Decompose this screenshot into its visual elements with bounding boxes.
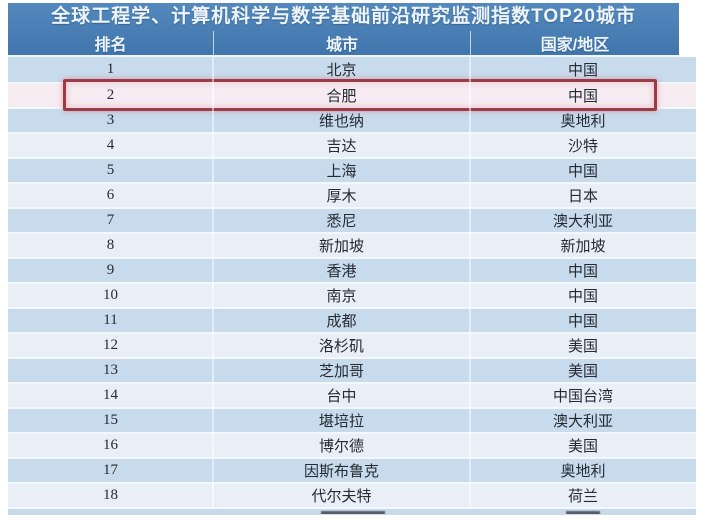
cell-country: 中国: [567, 164, 598, 180]
table-row: 7 悉尼 澳大利亚: [8, 207, 696, 232]
cell-city: 合肥: [326, 89, 357, 105]
cell-rank: 6: [106, 187, 115, 203]
cell-country: 日本: [567, 189, 598, 205]
column-header-row: 排名 城市 国家/地区: [8, 30, 679, 57]
cell-city: 新加坡: [318, 239, 364, 255]
cell-country: 奥地利: [560, 464, 606, 480]
cell-country: 美国: [567, 339, 598, 355]
table-row: 11 成都 中国: [8, 307, 696, 332]
cell-rank: 4: [106, 137, 115, 153]
cell-city: 博尔德: [318, 439, 364, 455]
cell-rank: 8: [106, 237, 115, 253]
cell-country: 中国: [567, 89, 598, 105]
table-row: 1 北京 中国: [8, 57, 696, 82]
cell-city: 南京: [326, 289, 357, 305]
cell-rank: 12: [103, 337, 118, 353]
cell-rank: 5: [106, 162, 115, 178]
table-row: 15 堪培拉 澳大利亚: [8, 407, 696, 432]
cell-city: 芝加哥: [318, 364, 364, 380]
cell-country: 澳大利亚: [552, 414, 613, 430]
table-row: 18 代尔夫特 荷兰: [8, 482, 696, 507]
cell-city: 厚木: [326, 189, 357, 205]
clipped-text-sliver: [566, 511, 600, 514]
cell-rank: 14: [103, 387, 118, 403]
column-header-country: 国家/地区: [470, 30, 679, 55]
cell-city: 台中: [326, 389, 357, 405]
table-row: 9 香港 中国: [8, 257, 696, 282]
cell-city: 洛杉矶: [318, 339, 364, 355]
cell-city: 北京: [326, 63, 357, 79]
cell-rank: 2: [106, 87, 115, 103]
table-row: 13 芝加哥 美国: [8, 357, 696, 382]
clipped-text-sliver: [321, 511, 385, 514]
cell-country: 中国台湾: [552, 389, 613, 405]
cell-city: 悉尼: [326, 214, 357, 230]
cell-rank: 3: [106, 112, 115, 128]
table-row: 6 厚木 日本: [8, 182, 696, 207]
table-row: 2 合肥 中国: [8, 82, 696, 107]
table-title: 全球工程学、计算机科学与数学基础前沿研究监测指数TOP20城市: [51, 6, 636, 27]
cell-country: 荷兰: [567, 489, 598, 505]
cell-country: 中国: [567, 63, 598, 79]
column-header-city: 城市: [213, 30, 470, 55]
table-body: 1 北京 中国 2 合肥 中国 3 维也纳 奥地利 4 吉达 沙特 5 上海 中国 6 厚木 日本 7 悉尼 澳大利亚 8…: [8, 57, 696, 507]
table-row: 10 南京 中国: [8, 282, 696, 307]
cell-rank: 16: [103, 437, 118, 453]
cell-rank: 9: [106, 262, 115, 278]
cell-rank: 10: [103, 287, 118, 303]
cell-city: 维也纳: [318, 114, 364, 130]
cell-country: 中国: [567, 289, 598, 305]
cell-country: 奥地利: [560, 114, 606, 130]
cell-rank: 11: [103, 312, 118, 328]
cell-rank: 13: [103, 362, 118, 378]
cell-city: 成都: [326, 314, 357, 330]
table-row: 8 新加坡 新加坡: [8, 232, 696, 257]
cell-city: 香港: [326, 264, 357, 280]
cell-city: 代尔夫特: [311, 489, 372, 505]
cell-country: 澳大利亚: [552, 214, 613, 230]
table-header: 全球工程学、计算机科学与数学基础前沿研究监测指数TOP20城市 排名 城市 国家…: [8, 3, 679, 57]
column-header-rank: 排名: [94, 36, 127, 54]
cell-city: 上海: [326, 164, 357, 180]
table-row: 4 吉达 沙特: [8, 132, 696, 157]
table-row: 14 台中 中国台湾: [8, 382, 696, 407]
cell-country: 新加坡: [560, 239, 606, 255]
partial-clipped-row: [8, 507, 696, 515]
cell-country: 中国: [567, 314, 598, 330]
cell-rank: 7: [106, 212, 115, 228]
table-row: 12 洛杉矶 美国: [8, 332, 696, 357]
table-row: 17 因斯布鲁克 奥地利: [8, 457, 696, 482]
cell-country: 中国: [567, 264, 598, 280]
cell-country: 沙特: [567, 139, 598, 155]
table-row: 3 维也纳 奥地利: [8, 107, 696, 132]
table-row: 5 上海 中国: [8, 157, 696, 182]
cell-rank: 18: [103, 487, 118, 503]
cell-city: 堪培拉: [318, 414, 364, 430]
cell-rank: 15: [103, 412, 118, 428]
cell-city: 吉达: [326, 139, 357, 155]
cell-country: 美国: [567, 364, 598, 380]
cell-rank: 17: [103, 462, 118, 478]
cell-city: 因斯布鲁克: [303, 464, 379, 480]
cell-country: 美国: [567, 439, 598, 455]
cell-rank: 1: [106, 61, 115, 77]
ranking-table: 全球工程学、计算机科学与数学基础前沿研究监测指数TOP20城市 排名 城市 国家…: [8, 3, 696, 515]
table-row: 16 博尔德 美国: [8, 432, 696, 457]
